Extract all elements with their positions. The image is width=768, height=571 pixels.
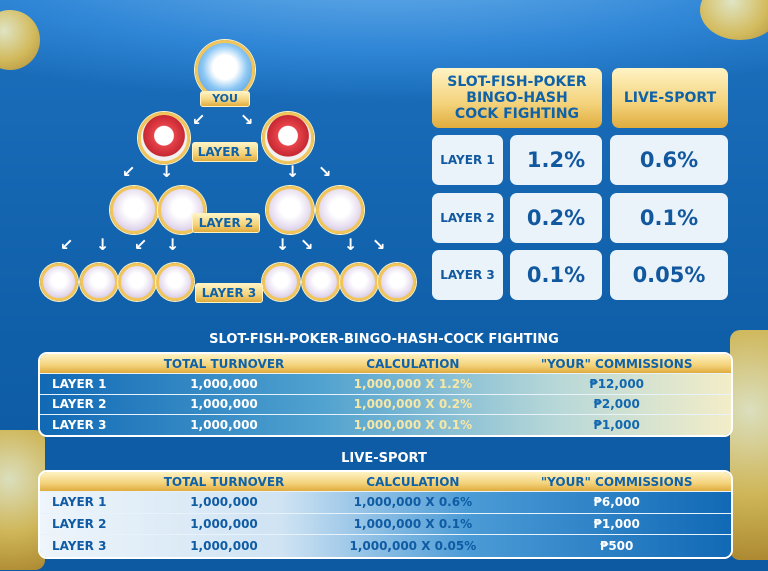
turnover: 1,000,000 [190,376,258,391]
coin-decoration [700,0,768,40]
layer-label: LAYER 3 [52,538,107,553]
arrow-icon: ↙ [192,110,206,129]
live-sport-commission-table: TOTAL TURNOVER CALCULATION "YOUR" COMMISSI… [38,470,733,559]
slot-header: SLOT-FISH-POKER BINGO-HASH COCK FIGHTING [432,68,602,128]
layer1-avatar [138,112,190,164]
coin-decoration [0,430,45,570]
table2-title: LIVE-SPORT [341,451,427,466]
arrow-icon: ↓ [286,162,300,181]
rate-layer-label: LAYER 3 [432,250,503,300]
layer3-avatar [118,263,156,301]
layer-label: LAYER 1 [52,495,107,510]
commission: ₱6,000 [593,495,640,510]
layer3-avatar [340,263,378,301]
calculation: 1,000,000 X 0.1% [353,516,473,531]
turnover: 1,000,000 [190,495,258,510]
arrow-icon: ↘ [240,110,254,129]
table-header-row: TOTAL TURNOVER CALCULATION "YOUR" COMMISSI… [40,354,731,374]
layer-label: LAYER 2 [52,397,107,412]
table-row: LAYER 1 1,000,000 1,000,000 X 0.6% ₱6,000 [40,492,731,514]
table-row: LAYER 3 1,000,000 1,000,000 X 0.05% ₱500 [40,535,731,557]
slot-rate: 1.2% [510,135,602,185]
layer3-avatar [302,263,340,301]
commission: ₱12,000 [589,376,645,391]
table-row: LAYER 1 1,000,000 1,000,000 X 1.2% ₱12,000 [40,374,731,395]
arrow-icon: ↓ [344,235,358,254]
layer3-avatar [40,263,78,301]
layer2-avatar [316,186,364,234]
calculation: 1,000,000 X 1.2% [353,376,473,391]
calculation: 1,000,000 X 0.2% [353,397,473,412]
layer1-avatar [262,112,314,164]
arrow-icon: ↘ [300,235,314,254]
layer3-avatar [262,263,300,301]
commission: ₱1,000 [593,516,640,531]
column-header: "YOUR" COMMISSIONS [540,356,693,371]
commission: ₱1,000 [593,418,640,433]
layer2-avatar [158,186,206,234]
slot-commission-table: TOTAL TURNOVER CALCULATION "YOUR" COMMISSI… [38,352,733,437]
arrow-icon: ↙ [60,235,74,254]
slot-rate: 0.1% [510,250,602,300]
layer3-avatar [378,263,416,301]
arrow-icon: ↓ [276,235,290,254]
slot-rate: 0.2% [510,193,602,243]
coin-decoration [730,330,768,560]
layer3-avatar [156,263,194,301]
live-sport-rate: 0.1% [610,193,728,243]
table-body: LAYER 1 1,000,000 1,000,000 X 1.2% ₱12,000 L… [40,374,731,435]
column-header: CALCULATION [366,356,460,371]
layer-label: LAYER 1 [52,376,107,391]
layer2-avatar [110,186,158,234]
layer3-avatar [80,263,118,301]
layer3-label: LAYER 3 [195,283,263,303]
column-header: TOTAL TURNOVER [163,474,285,489]
live-sport-rate: 0.6% [610,135,728,185]
column-header: "YOUR" COMMISSIONS [540,474,693,489]
turnover: 1,000,000 [190,538,258,553]
calculation: 1,000,000 X 0.6% [353,495,473,510]
table-row: LAYER 2 1,000,000 1,000,000 X 0.2% ₱2,000 [40,395,731,415]
table-row: LAYER 2 1,000,000 1,000,000 X 0.1% ₱1,000 [40,514,731,535]
live-sport-rate: 0.05% [610,250,728,300]
turnover: 1,000,000 [190,397,258,412]
arrow-icon: ↘ [372,235,386,254]
calculation: 1,000,000 X 0.1% [353,418,473,433]
layer-label: LAYER 2 [52,516,107,531]
arrow-icon: ↓ [160,162,174,181]
arrow-icon: ↙ [122,162,136,181]
column-header: CALCULATION [366,474,460,489]
coin-decoration [0,10,40,70]
layer-label: LAYER 3 [52,418,107,433]
layer2-label: LAYER 2 [192,213,260,233]
you-avatar [195,40,255,100]
arrow-icon: ↙ [134,235,148,254]
table-row: LAYER 3 1,000,000 1,000,000 X 0.1% ₱1,000 [40,415,731,435]
column-header: TOTAL TURNOVER [163,356,285,371]
arrow-icon: ↓ [96,235,110,254]
table-header-row: TOTAL TURNOVER CALCULATION "YOUR" COMMISSI… [40,472,731,492]
turnover: 1,000,000 [190,516,258,531]
commission: ₱2,000 [593,397,640,412]
layer2-avatar [266,186,314,234]
table1-title: SLOT-FISH-POKER-BINGO-HASH-COCK FIGHTING [209,332,559,347]
commission: ₱500 [599,538,634,553]
layer1-label: LAYER 1 [192,142,258,162]
rate-layer-label: LAYER 1 [432,135,503,185]
you-label: YOU [200,91,250,107]
arrow-icon: ↓ [166,235,180,254]
turnover: 1,000,000 [190,418,258,433]
calculation: 1,000,000 X 0.05% [349,538,477,553]
table-body: LAYER 1 1,000,000 1,000,000 X 0.6% ₱6,000 LA… [40,492,731,557]
live-sport-header: LIVE-SPORT [612,68,728,128]
arrow-icon: ↘ [318,162,332,181]
rate-layer-label: LAYER 2 [432,193,503,243]
